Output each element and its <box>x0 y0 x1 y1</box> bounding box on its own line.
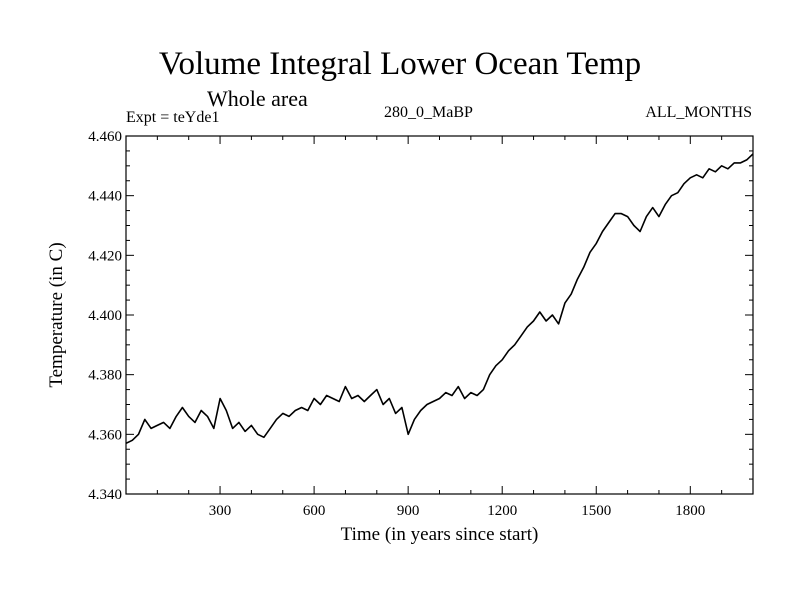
x-tick-label: 900 <box>397 503 420 519</box>
x-tick-label: 600 <box>303 503 326 519</box>
x-tick-label: 1200 <box>487 503 517 519</box>
x-axis-label: Time (in years since start) <box>340 524 539 545</box>
plot-frame <box>125 135 754 495</box>
y-tick-label: 4.460 <box>88 129 122 145</box>
series-line <box>125 153 754 445</box>
y-tick-label: 4.340 <box>88 487 122 503</box>
y-tick-label: 4.420 <box>88 248 122 264</box>
x-tick-label: 1800 <box>675 503 705 519</box>
period-label: 280_0_MaBP <box>384 104 473 121</box>
experiment-label: Expt = teYde1 <box>126 109 220 126</box>
chart-title: Volume Integral Lower Ocean Temp <box>158 46 642 82</box>
chart-subtitle: Whole area <box>207 86 308 111</box>
y-tick-label: 4.380 <box>88 368 122 384</box>
x-tick-label: 300 <box>209 503 232 519</box>
y-tick-label: 4.440 <box>88 189 122 205</box>
y-tick-label: 4.400 <box>88 308 122 324</box>
y-tick-label: 4.360 <box>88 427 122 443</box>
months-label: ALL_MONTHS <box>645 104 752 121</box>
x-tick-label: 1500 <box>581 503 611 519</box>
